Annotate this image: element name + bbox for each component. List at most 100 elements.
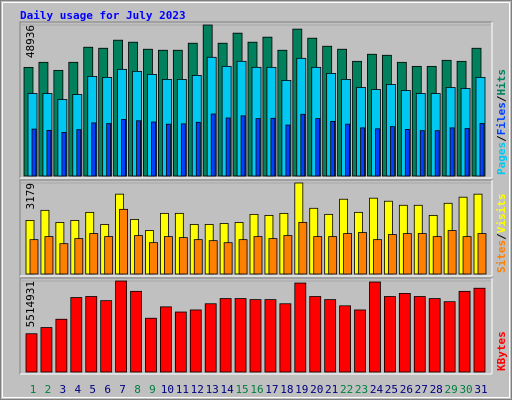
- bar: [134, 235, 143, 275]
- bar: [210, 113, 216, 177]
- bar: [298, 222, 308, 275]
- bar: [238, 239, 248, 275]
- bar: [375, 128, 380, 177]
- bar: [449, 127, 455, 177]
- bar: [373, 239, 382, 275]
- x-tick-label: 4: [74, 383, 81, 396]
- x-tick-label: 24: [370, 383, 384, 396]
- legend-separator: /: [495, 135, 508, 142]
- bar: [204, 303, 217, 373]
- bar: [225, 117, 231, 177]
- bar: [44, 236, 54, 275]
- legend-entry: KBytes: [495, 331, 508, 371]
- bar: [339, 305, 352, 373]
- bar: [151, 121, 156, 177]
- bar: [240, 115, 246, 177]
- bar: [119, 208, 128, 275]
- x-tick-label: 1: [30, 383, 37, 396]
- bar: [419, 130, 425, 177]
- bar: [106, 123, 112, 177]
- x-tick-label: 3: [60, 383, 67, 396]
- bar: [219, 298, 232, 373]
- x-tick-label: 25: [385, 383, 398, 396]
- x-tick-label: 31: [474, 383, 487, 396]
- y-tick-label: 48936: [24, 25, 37, 58]
- x-tick-label: 10: [161, 383, 174, 396]
- bar: [387, 234, 397, 275]
- x-tick-label: 13: [206, 383, 219, 396]
- bar: [404, 129, 410, 177]
- x-tick-label: 23: [355, 383, 368, 396]
- bar: [389, 126, 395, 177]
- bar: [279, 303, 292, 373]
- x-tick-label: 2: [45, 383, 52, 396]
- x-tick-label: 21: [325, 383, 338, 396]
- bar: [31, 128, 37, 177]
- legend-separator: /: [495, 95, 508, 102]
- bar: [413, 296, 426, 373]
- x-tick-label: 6: [104, 383, 111, 396]
- x-tick-label: 28: [430, 383, 443, 396]
- bar: [104, 236, 114, 275]
- x-tick-label: 18: [280, 383, 293, 396]
- bar: [25, 333, 38, 373]
- bar: [74, 238, 84, 275]
- bar: [174, 311, 187, 373]
- bar: [249, 299, 262, 373]
- bar: [268, 238, 278, 275]
- bar: [89, 233, 99, 275]
- bar: [270, 117, 276, 177]
- bar: [223, 242, 233, 275]
- bar: [145, 317, 157, 373]
- bar: [46, 129, 52, 177]
- bar: [178, 237, 188, 275]
- x-tick-label: 14: [221, 383, 235, 396]
- bar: [29, 239, 39, 275]
- bar: [294, 282, 307, 373]
- x-tick-label: 11: [176, 383, 189, 396]
- bar: [234, 298, 247, 373]
- bar: [149, 242, 158, 275]
- bar: [402, 233, 412, 275]
- legend-entry: Files: [495, 102, 508, 135]
- bar: [130, 290, 142, 373]
- bar: [76, 129, 82, 177]
- x-tick-label: 7: [119, 383, 126, 396]
- bar: [343, 233, 353, 275]
- bar: [324, 299, 337, 373]
- bar: [345, 123, 351, 177]
- x-tick-label: 15: [235, 383, 248, 396]
- bar: [59, 243, 69, 275]
- bar: [458, 290, 471, 373]
- bar: [264, 299, 277, 373]
- x-tick-label: 16: [250, 383, 263, 396]
- x-tick-label: 12: [191, 383, 204, 396]
- bar: [358, 232, 367, 275]
- legend-entry: Hits: [495, 69, 508, 96]
- bar: [464, 128, 470, 177]
- x-tick-label: 29: [445, 383, 458, 396]
- x-tick-label: 19: [295, 383, 308, 396]
- bar: [473, 287, 486, 373]
- bar: [315, 118, 321, 177]
- x-tick-label: 27: [415, 383, 428, 396]
- x-tick-label: 22: [340, 383, 353, 396]
- chart-title: Daily usage for July 2023: [20, 9, 186, 22]
- y-tick-label: 5514931: [24, 281, 37, 327]
- x-tick-label: 9: [149, 383, 156, 396]
- bar: [313, 236, 323, 275]
- bar: [61, 132, 67, 177]
- legend: Sites/Visits: [495, 194, 508, 274]
- bar: [85, 296, 98, 373]
- bar: [100, 300, 113, 373]
- bar: [283, 235, 293, 275]
- x-tick-label: 26: [400, 383, 413, 396]
- bar: [91, 122, 97, 177]
- bar: [180, 123, 186, 177]
- bar: [443, 301, 456, 373]
- bar: [136, 120, 141, 177]
- bar: [479, 123, 485, 177]
- legend-entry: Sites: [495, 240, 508, 273]
